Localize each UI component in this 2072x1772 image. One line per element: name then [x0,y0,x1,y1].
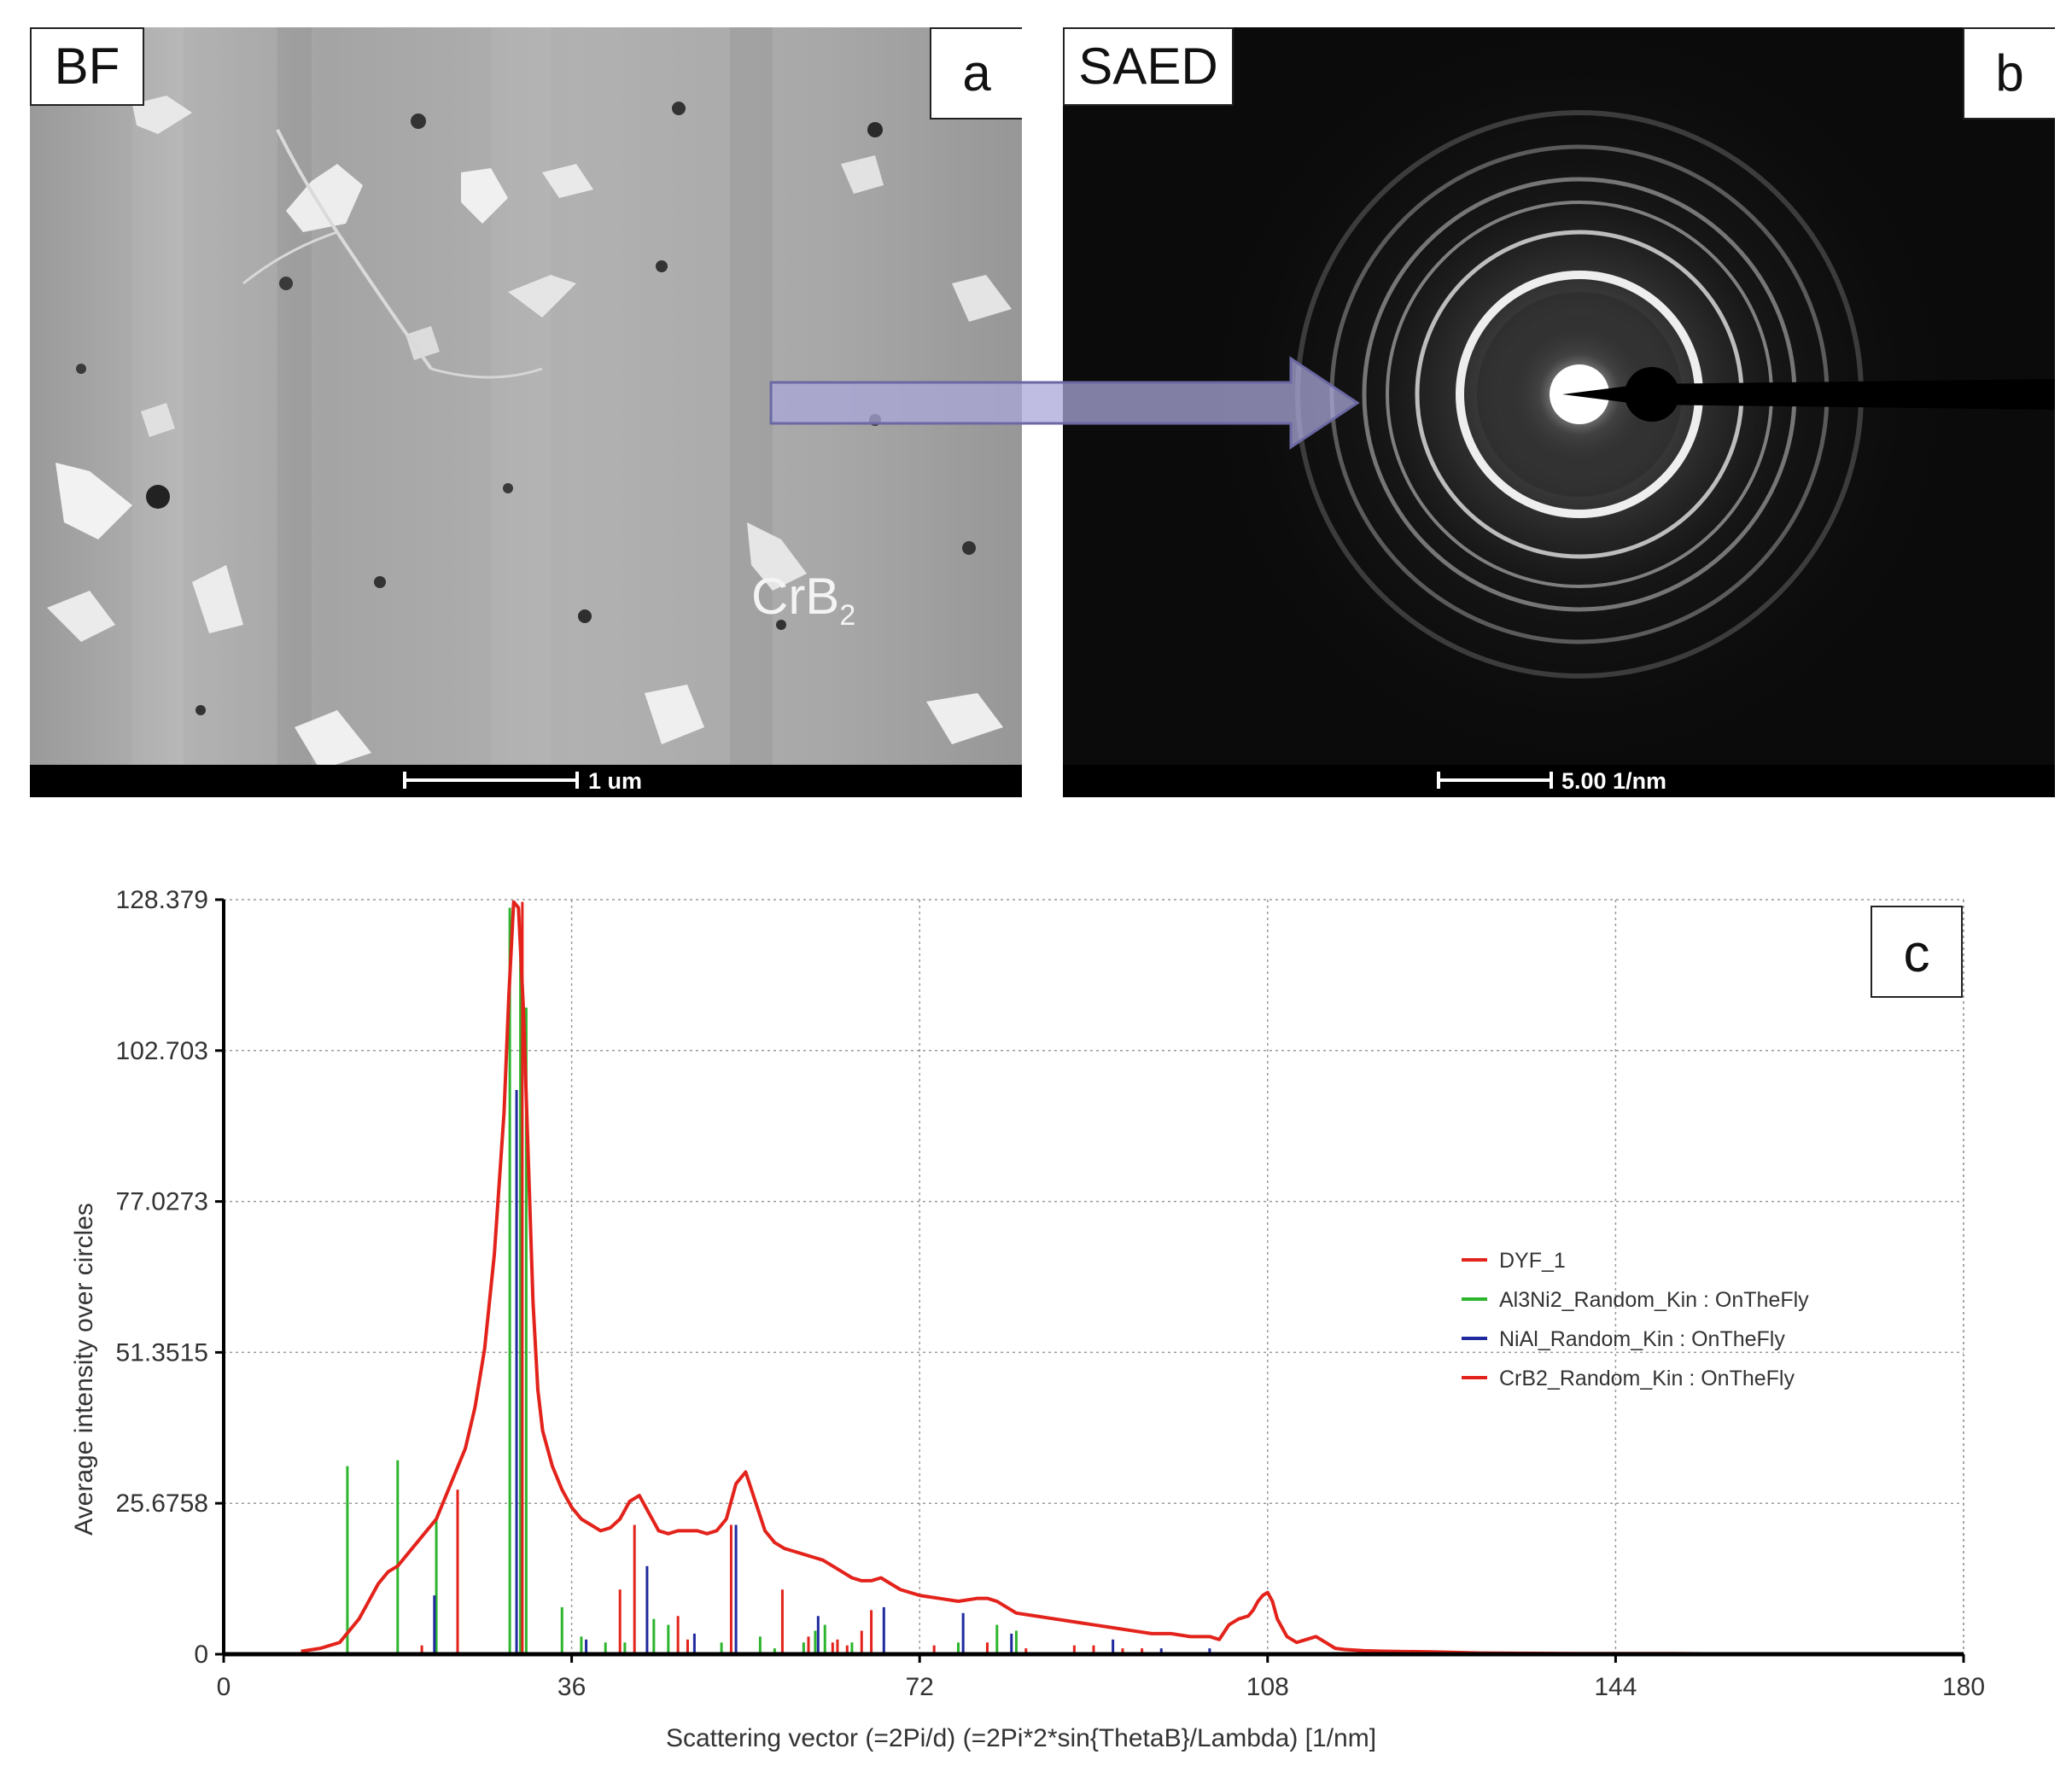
x-tick-label: 144 [1594,1673,1637,1701]
panel-letter-c: c [1904,924,1930,983]
legend-label: Al3Ni2_Random_Kin : OnTheFly [1499,1288,1809,1312]
panel-letter-a: a [930,27,1022,119]
legend-label: NiAl_Random_Kin : OnTheFly [1499,1327,1785,1351]
link-arrow [769,356,1360,450]
y-tick-label: 102.703 [116,1037,208,1065]
y-tick-label: 51.3515 [116,1338,208,1367]
x-tick-label: 0 [217,1673,231,1701]
x-tick-label: 108 [1246,1673,1289,1701]
x-tick-label: 180 [1942,1673,1985,1701]
saed-scale-text: 5.00 1/nm [1561,768,1667,794]
y-tick-label: 128.379 [116,886,208,914]
dyf-1-profile-line [301,900,1964,1656]
intensity-profile-chart: 0 36 72 108 144 180 0 25.6758 51.3515 77.0273 102.… [70,886,1985,1752]
saed-scale-bar: 5.00 1/nm [1063,765,2055,797]
y-tick-label: 0 [194,1641,208,1669]
saed-mode-label: SAED [1063,27,1234,106]
saed-scale-tick-right [1550,772,1553,789]
legend-entry-crb2: CrB2_Random_Kin : OnTheFly [1462,1367,1795,1390]
chart-legend: DYF_1 Al3Ni2_Random_Kin : OnTheFly NiAl_Ra… [1462,1249,1809,1390]
saed-scale-line [1437,778,1553,782]
panel-letter-b: b [1963,27,2055,119]
legend-entry-nial: NiAl_Random_Kin : OnTheFly [1462,1327,1785,1351]
crb2-particle-label: CrB2 [751,567,855,632]
bf-scale-line [403,778,579,782]
profile-layer [301,900,1964,1656]
legend-label: CrB2_Random_Kin : OnTheFly [1499,1367,1795,1390]
y-axis-label: Average intensity over circles [70,1203,98,1536]
legend-entry-al3ni2: Al3Ni2_Random_Kin : OnTheFly [1462,1288,1809,1312]
crb2-label-subscript: 2 [839,599,856,632]
tick-labels: 0 36 72 108 144 180 0 25.6758 51.3515 77.0273 102.… [116,886,1985,1701]
x-tick-label: 36 [557,1673,586,1701]
y-tick-label: 77.0273 [116,1188,208,1216]
bf-mode-label: BF [30,27,144,106]
y-tick-label: 25.6758 [116,1489,208,1518]
saed-diffraction-image [1187,27,2055,787]
panel-letter-c-box [1871,906,1963,998]
x-axis-label: Scattering vector (=2Pi/d) (=2Pi*2*sin{T… [666,1724,1376,1752]
x-tick-label: 72 [906,1673,934,1701]
legend-entry-dyf-1: DYF_1 [1462,1249,1566,1273]
bf-scale-tick-right [575,772,579,789]
bf-scale-bar: 1 um [30,765,1022,797]
legend-label: DYF_1 [1499,1249,1566,1273]
chart-grid [224,899,1964,1654]
reference-sticks [346,901,1211,1654]
bf-scale-text: 1 um [588,768,643,794]
chart-axes [215,898,1965,1663]
crb2-label-main: CrB [751,568,840,625]
